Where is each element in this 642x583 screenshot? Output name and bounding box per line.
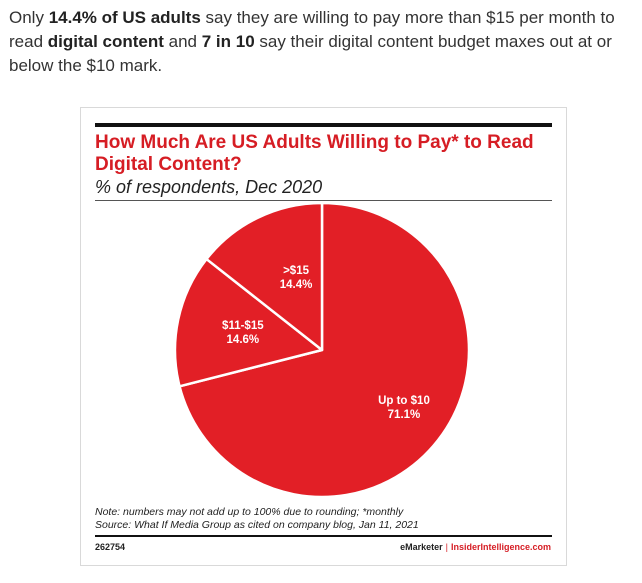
pie-slice: [173, 257, 324, 388]
slice-label: >$15: [283, 265, 310, 277]
chart-title: How Much Are US Adults Willing to Pay* t…: [95, 132, 534, 175]
intro-text-4: say their digital content budget maxes o…: [9, 32, 612, 75]
intro-paragraph: Only 14.4% of US adults say they are wil…: [9, 6, 639, 78]
intro-text-1: Only: [9, 8, 49, 27]
intro-bold-1: 14.4% of US adults: [48, 8, 201, 27]
chart-note: Note: numbers may not add up to 100% due…: [95, 506, 404, 518]
pie-slice: [178, 201, 471, 499]
slice-value-label: 14.6%: [227, 334, 260, 346]
chart-brand: eMarketer | InsiderIntelligence.com: [400, 542, 551, 552]
intro-text-3: and: [163, 32, 202, 51]
brand-site: InsiderIntelligence.com: [450, 542, 551, 552]
slice-label: $11-$15: [222, 320, 264, 332]
chart-id: 262754: [95, 542, 126, 552]
intro-bold-3: 7 in 10: [201, 32, 255, 51]
slice-label: Up to $10: [378, 395, 430, 407]
intro-bold-2: digital content: [47, 32, 164, 51]
chart-top-rule: [95, 123, 552, 127]
chart-source: Source: What If Media Group as cited on …: [95, 519, 419, 531]
chart-card: How Much Are US Adults Willing to Pay* t…: [80, 107, 567, 566]
intro-text-2: say they are willing to pay more than $1…: [9, 8, 615, 51]
brand-name: eMarketer: [400, 542, 443, 552]
chart-bottom-rule: [95, 535, 552, 537]
slice-value-label: 71.1%: [388, 409, 421, 421]
brand-separator: |: [445, 542, 448, 552]
slice-value-label: 14.4%: [280, 279, 313, 291]
chart-subtitle-rule: [95, 200, 552, 201]
chart-notes: Note: numbers may not add up to 100% due…: [95, 506, 555, 532]
chart-subtitle: % of respondents, Dec 2020: [95, 177, 323, 197]
pie-slice: [205, 201, 324, 352]
pie-chart: Up to $10 71.1% $11-$15 14.6% >$15 14.4%: [173, 201, 471, 499]
